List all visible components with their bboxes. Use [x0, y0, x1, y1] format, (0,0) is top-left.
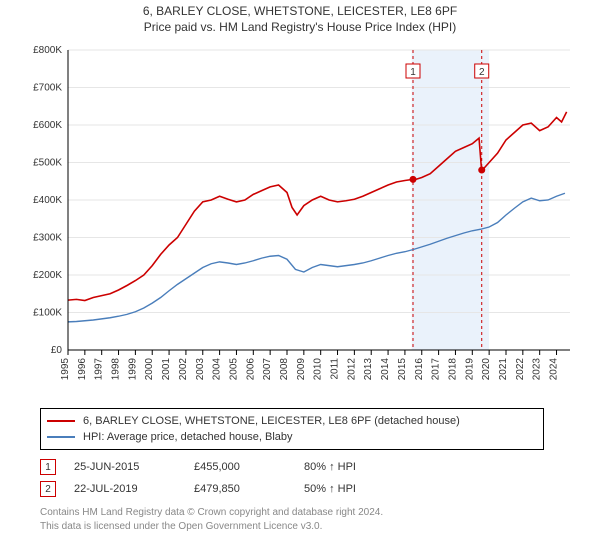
x-tick-label: 1996	[77, 358, 88, 381]
x-tick-label: 2021	[498, 358, 509, 381]
x-tick-label: 2006	[245, 358, 256, 381]
x-tick-label: 2016	[414, 358, 425, 381]
x-tick-label: 2007	[262, 358, 273, 381]
event-date: 22-JUL-2019	[74, 483, 194, 495]
x-tick-label: 2008	[279, 358, 290, 381]
event-price: £479,850	[194, 483, 304, 495]
x-tick-label: 2010	[313, 358, 324, 381]
x-tick-label: 2019	[464, 358, 475, 381]
x-tick-label: 2005	[228, 358, 239, 381]
x-tick-label: 2012	[346, 358, 357, 381]
y-tick-label: £600K	[33, 120, 62, 131]
event-date: 25-JUN-2015	[74, 461, 194, 473]
event-marker: 2	[40, 481, 56, 497]
y-tick-label: £700K	[33, 83, 62, 94]
event-dot	[409, 176, 416, 183]
legend: 6, BARLEY CLOSE, WHETSTONE, LEICESTER, L…	[40, 408, 544, 450]
x-tick-label: 2024	[549, 358, 560, 381]
legend-row-2: HPI: Average price, detached house, Blab…	[47, 429, 537, 445]
x-tick-label: 2004	[212, 358, 223, 381]
legend-swatch-2	[47, 436, 75, 438]
y-tick-label: £300K	[33, 233, 62, 244]
y-tick-label: £100K	[33, 308, 62, 319]
x-tick-label: 1999	[127, 358, 138, 381]
chart-title-1: 6, BARLEY CLOSE, WHETSTONE, LEICESTER, L…	[0, 4, 600, 18]
x-tick-label: 2013	[363, 358, 374, 381]
footer-line-2: This data is licensed under the Open Gov…	[40, 520, 600, 534]
x-tick-label: 2022	[515, 358, 526, 381]
event-pct: 80% ↑ HPI	[304, 461, 424, 473]
legend-label-1: 6, BARLEY CLOSE, WHETSTONE, LEICESTER, L…	[83, 415, 460, 427]
y-tick-label: £0	[51, 345, 63, 356]
event-pct: 50% ↑ HPI	[304, 483, 424, 495]
footer-text: Contains HM Land Registry data © Crown c…	[40, 506, 600, 534]
x-tick-label: 2015	[397, 358, 408, 381]
chart-title-2: Price paid vs. HM Land Registry's House …	[0, 20, 600, 34]
x-tick-label: 2017	[431, 358, 442, 381]
x-tick-label: 2009	[296, 358, 307, 381]
x-tick-label: 1997	[94, 358, 105, 381]
event-row: 1 25-JUN-2015£455,00080% ↑ HPI	[40, 456, 600, 478]
x-tick-label: 2002	[178, 358, 189, 381]
legend-swatch-1	[47, 420, 75, 422]
y-tick-label: £800K	[33, 45, 62, 56]
x-tick-label: 2003	[195, 358, 206, 381]
x-tick-label: 2011	[330, 358, 341, 380]
x-tick-label: 2018	[447, 358, 458, 381]
y-tick-label: £500K	[33, 158, 62, 169]
y-tick-label: £200K	[33, 270, 62, 281]
event-price: £455,000	[194, 461, 304, 473]
y-tick-label: £400K	[33, 195, 62, 206]
x-tick-label: 2001	[161, 358, 172, 381]
chart-svg: £0 £100K £200K £300K £400K £500K £600K £700K £80…	[20, 40, 580, 400]
x-tick-label: 2023	[532, 358, 543, 381]
footer-line-1: Contains HM Land Registry data © Crown c…	[40, 506, 600, 520]
legend-label-2: HPI: Average price, detached house, Blab…	[83, 431, 293, 443]
x-tick-label: 1995	[60, 358, 71, 381]
event-label-num: 1	[410, 67, 416, 78]
x-tick-label: 2014	[380, 358, 391, 381]
x-tick-label: 2020	[481, 358, 492, 381]
event-marker: 1	[40, 459, 56, 475]
x-tick-label: 2000	[144, 358, 155, 381]
legend-row-1: 6, BARLEY CLOSE, WHETSTONE, LEICESTER, L…	[47, 413, 537, 429]
x-tick-label: 1998	[111, 358, 122, 381]
chart-area: £0 £100K £200K £300K £400K £500K £600K £700K £80…	[20, 40, 580, 400]
event-label-num: 2	[479, 67, 485, 78]
event-row: 2 22-JUL-2019£479,85050% ↑ HPI	[40, 478, 600, 500]
event-dot	[478, 167, 485, 174]
event-table: 1 25-JUN-2015£455,00080% ↑ HPI 2 22-JUL-201…	[40, 456, 600, 500]
